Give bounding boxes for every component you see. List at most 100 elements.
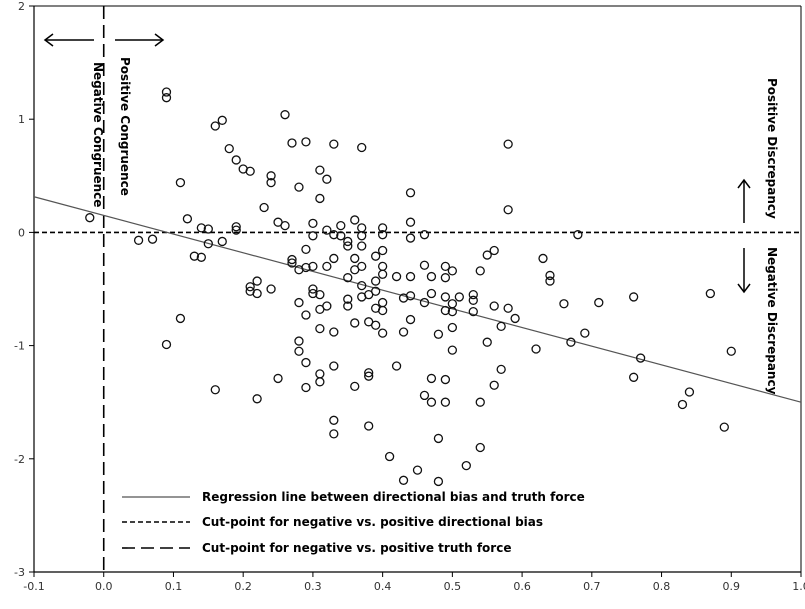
data-point bbox=[231, 155, 241, 165]
data-point bbox=[440, 292, 451, 302]
data-point bbox=[357, 231, 367, 241]
data-point bbox=[161, 339, 172, 350]
data-point bbox=[210, 121, 220, 131]
data-point bbox=[489, 380, 499, 390]
data-point bbox=[231, 225, 241, 235]
data-point bbox=[336, 220, 346, 231]
data-point bbox=[196, 252, 206, 262]
data-point bbox=[482, 337, 492, 347]
data-point bbox=[147, 234, 158, 244]
data-point bbox=[329, 361, 339, 371]
data-point bbox=[371, 320, 381, 330]
x-tick-label: 0.0 bbox=[95, 580, 113, 593]
data-point bbox=[419, 260, 430, 270]
arrow-down-icon bbox=[737, 248, 751, 294]
data-point bbox=[364, 371, 374, 381]
data-point bbox=[301, 382, 311, 393]
data-point bbox=[447, 299, 458, 309]
data-point bbox=[350, 253, 360, 264]
data-point bbox=[468, 290, 478, 300]
data-point bbox=[224, 143, 234, 154]
data-point bbox=[280, 110, 290, 120]
y-tick-label: 2 bbox=[18, 0, 25, 13]
data-point bbox=[447, 345, 458, 355]
data-point bbox=[294, 182, 304, 192]
data-point bbox=[329, 230, 339, 240]
data-point bbox=[377, 223, 388, 233]
data-point bbox=[315, 165, 325, 175]
x-tick-label: 0.3 bbox=[304, 580, 322, 593]
data-point bbox=[301, 357, 311, 368]
data-point bbox=[440, 273, 451, 283]
data-point bbox=[475, 442, 485, 453]
data-point bbox=[308, 261, 318, 272]
data-point bbox=[440, 305, 451, 316]
data-point bbox=[580, 328, 590, 338]
data-point bbox=[433, 476, 444, 487]
data-point bbox=[371, 251, 381, 261]
data-point bbox=[301, 137, 311, 147]
data-point bbox=[419, 297, 430, 308]
data-point bbox=[343, 294, 353, 304]
positive-congruence-label: Positive Congruence bbox=[118, 57, 132, 196]
data-point bbox=[287, 138, 297, 148]
data-point bbox=[684, 387, 695, 397]
data-point bbox=[545, 270, 555, 281]
data-point bbox=[405, 188, 416, 198]
y-tick-label: -3 bbox=[14, 566, 25, 579]
data-point bbox=[266, 177, 276, 188]
data-point bbox=[161, 87, 172, 97]
x-tick-label: 0.6 bbox=[513, 580, 531, 593]
data-point bbox=[336, 231, 346, 241]
data-point bbox=[322, 225, 332, 235]
data-point bbox=[357, 241, 367, 251]
x-tick-label: -0.1 bbox=[23, 580, 44, 593]
data-point bbox=[287, 258, 297, 268]
data-point bbox=[203, 239, 213, 249]
data-point bbox=[357, 142, 367, 153]
data-point bbox=[419, 390, 430, 401]
data-point bbox=[343, 273, 353, 283]
data-point bbox=[301, 244, 311, 255]
data-point bbox=[468, 306, 478, 317]
data-point bbox=[412, 465, 423, 475]
data-point bbox=[726, 346, 736, 356]
x-tick-label: 0.5 bbox=[444, 580, 462, 593]
data-points bbox=[85, 87, 736, 487]
data-point bbox=[635, 353, 646, 363]
data-point bbox=[315, 193, 325, 204]
data-point bbox=[719, 422, 729, 432]
data-point bbox=[294, 336, 304, 346]
data-point bbox=[377, 328, 388, 338]
data-point bbox=[545, 276, 555, 286]
x-tick-label: 0.8 bbox=[653, 580, 671, 593]
data-point bbox=[161, 93, 172, 103]
y-tick-label: -2 bbox=[14, 453, 25, 466]
data-point bbox=[245, 282, 255, 292]
x-tick-label: 0.7 bbox=[583, 580, 601, 593]
data-point bbox=[350, 215, 360, 225]
regression-line bbox=[33, 196, 802, 403]
data-point bbox=[210, 385, 220, 395]
data-point bbox=[475, 397, 485, 407]
data-point bbox=[322, 174, 332, 184]
legend-regression-label: Regression line between directional bias… bbox=[202, 490, 585, 504]
data-point bbox=[357, 261, 367, 272]
data-point bbox=[405, 291, 416, 301]
data-point bbox=[377, 305, 388, 316]
data-point bbox=[559, 299, 569, 309]
data-point bbox=[357, 223, 367, 233]
data-point bbox=[489, 245, 499, 256]
data-point bbox=[203, 224, 213, 234]
data-point bbox=[182, 214, 193, 224]
y-tick-label: 1 bbox=[18, 113, 25, 126]
x-tick-label: 0.4 bbox=[374, 580, 392, 593]
data-point bbox=[294, 346, 304, 356]
data-point bbox=[315, 369, 325, 379]
data-point bbox=[294, 297, 304, 308]
data-point bbox=[357, 280, 367, 291]
data-point bbox=[433, 329, 444, 339]
negative-congruence-label: Negative Congruence bbox=[91, 62, 105, 207]
data-point bbox=[447, 322, 458, 333]
data-point bbox=[85, 213, 95, 223]
